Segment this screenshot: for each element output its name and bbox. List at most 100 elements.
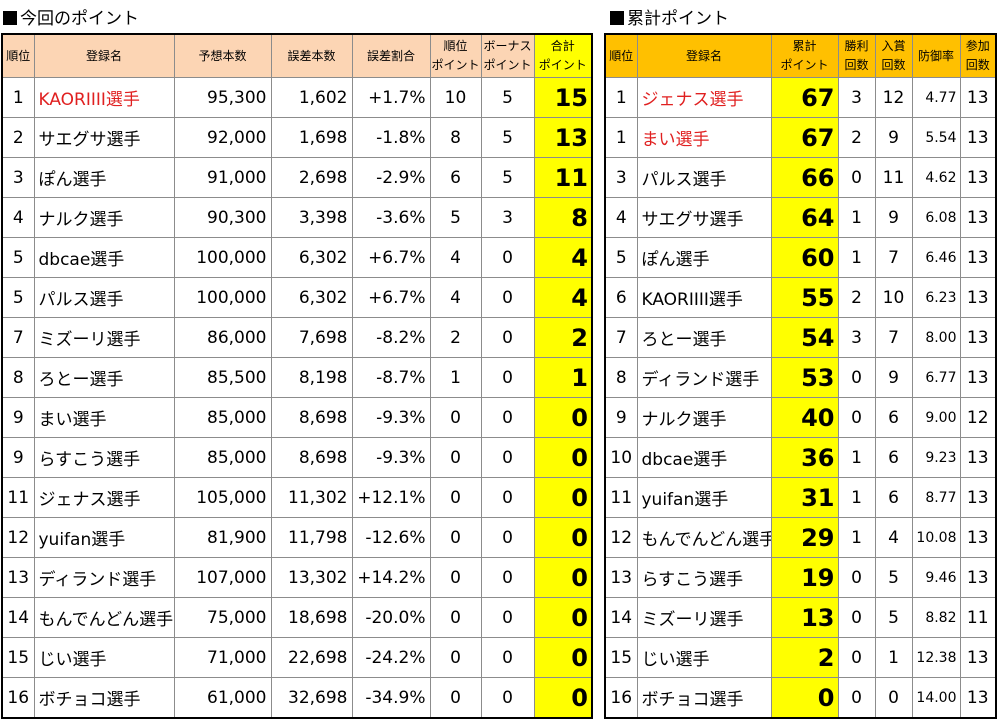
rank-points-cell: 8 [429, 117, 482, 158]
games-cell: 13 [959, 677, 997, 719]
left-title-text: 今回のポイント [20, 9, 139, 29]
wins-cell: 0 [837, 557, 876, 598]
square-bullet-icon [3, 11, 17, 25]
error-pct-cell: +1.7% [351, 77, 431, 118]
total-points-cell: 0 [533, 477, 593, 518]
games-cell: 11 [959, 597, 997, 638]
rank-cell: 1 [604, 117, 638, 158]
places-cell: 12 [874, 77, 913, 118]
places-cell: 9 [874, 117, 913, 158]
table-row: 1 KAORIIII選手 95,300 1,602 +1.7% 10 5 15 [1, 77, 593, 118]
player-name-cell: ボチョコ選手 [636, 677, 772, 719]
table-row: 5 dbcae選手 100,000 6,302 +6.7% 4 0 4 [1, 237, 593, 278]
player-name-cell: yuifan選手 [636, 477, 772, 518]
error-pct-cell: -12.6% [351, 517, 431, 558]
games-cell: 13 [959, 117, 997, 158]
rank-cell: 9 [604, 397, 638, 438]
places-cell: 5 [874, 557, 913, 598]
prediction-cell: 61,000 [173, 677, 272, 719]
cumulative-points-cell: 0 [770, 677, 839, 719]
total-points-cell: 2 [533, 317, 593, 358]
header-rank-points: 順位 ポイント [429, 33, 482, 78]
player-name-cell: もんでんどん選手 [636, 517, 772, 558]
wins-cell: 2 [837, 117, 876, 158]
player-name-cell: サエグサ選手 [33, 117, 175, 158]
error-pct-cell: -3.6% [351, 197, 431, 238]
header-rank: 順位 [1, 33, 35, 78]
table-row: 13 らすこう選手 19 0 5 9.46 13 [604, 557, 997, 598]
left-section-title: 今回のポイント [3, 6, 139, 32]
rank-cell: 8 [1, 357, 35, 398]
places-cell: 7 [874, 237, 913, 278]
rank-cell: 3 [1, 157, 35, 198]
prediction-cell: 92,000 [173, 117, 272, 158]
games-cell: 13 [959, 157, 997, 198]
player-name-cell: まい選手 [636, 117, 772, 158]
bonus-points-cell: 0 [480, 677, 535, 719]
error-pct-cell: -20.0% [351, 597, 431, 638]
bonus-points-cell: 5 [480, 157, 535, 198]
cumulative-points-cell: 19 [770, 557, 839, 598]
header-error-pct: 誤差割合 [351, 33, 431, 78]
error-cell: 13,302 [270, 557, 353, 598]
total-points-cell: 11 [533, 157, 593, 198]
error-pct-cell: -9.3% [351, 437, 431, 478]
rank-cell: 5 [1, 237, 35, 278]
table-row: 7 ろとー選手 54 3 7 8.00 13 [604, 317, 997, 358]
player-name-cell: ぽん選手 [636, 237, 772, 278]
bonus-points-cell: 0 [480, 237, 535, 278]
prediction-cell: 85,000 [173, 397, 272, 438]
prediction-cell: 86,000 [173, 317, 272, 358]
total-points-cell: 0 [533, 517, 593, 558]
places-cell: 11 [874, 157, 913, 198]
rank-cell: 12 [1, 517, 35, 558]
header-prediction: 予想本数 [173, 33, 272, 78]
error-pct-cell: -9.3% [351, 397, 431, 438]
table-row: 11 ジェナス選手 105,000 11,302 +12.1% 0 0 0 [1, 477, 593, 518]
era-cell: 4.77 [911, 77, 961, 118]
era-cell: 12.38 [911, 637, 961, 678]
header-games: 参加 回数 [959, 33, 997, 78]
rank-cell: 5 [1, 277, 35, 318]
header-era: 防御率 [911, 33, 961, 78]
wins-cell: 1 [837, 437, 876, 478]
total-points-cell: 0 [533, 677, 593, 719]
table-row: 11 yuifan選手 31 1 6 8.77 13 [604, 477, 997, 518]
wins-cell: 1 [837, 237, 876, 278]
error-pct-cell: -1.8% [351, 117, 431, 158]
error-pct-cell: -2.9% [351, 157, 431, 198]
rank-points-cell: 0 [429, 677, 482, 719]
error-cell: 18,698 [270, 597, 353, 638]
error-cell: 8,698 [270, 437, 353, 478]
wins-cell: 0 [837, 397, 876, 438]
square-bullet-icon [610, 11, 624, 25]
rank-cell: 14 [1, 597, 35, 638]
rank-cell: 5 [604, 237, 638, 278]
cumulative-points-cell: 54 [770, 317, 839, 358]
header-places: 入賞 回数 [874, 33, 913, 78]
error-cell: 2,698 [270, 157, 353, 198]
games-cell: 13 [959, 437, 997, 478]
error-pct-cell: +6.7% [351, 277, 431, 318]
places-cell: 6 [874, 477, 913, 518]
places-cell: 10 [874, 277, 913, 318]
era-cell: 8.77 [911, 477, 961, 518]
era-cell: 14.00 [911, 677, 961, 719]
player-name-cell: ミズーリ選手 [33, 317, 175, 358]
error-cell: 11,798 [270, 517, 353, 558]
era-cell: 6.46 [911, 237, 961, 278]
player-name-cell: ジェナス選手 [33, 477, 175, 518]
table-row: 16 ボチョコ選手 0 0 0 14.00 13 [604, 677, 997, 719]
rank-cell: 13 [1, 557, 35, 598]
player-name-cell: じい選手 [33, 637, 175, 678]
bonus-points-cell: 0 [480, 517, 535, 558]
player-name-cell: ディランド選手 [636, 357, 772, 398]
error-pct-cell: +12.1% [351, 477, 431, 518]
bonus-points-cell: 0 [480, 437, 535, 478]
player-name-cell: ナルク選手 [33, 197, 175, 238]
player-name-cell: ディランド選手 [33, 557, 175, 598]
era-cell: 4.62 [911, 157, 961, 198]
rank-points-cell: 0 [429, 477, 482, 518]
total-points-cell: 0 [533, 397, 593, 438]
